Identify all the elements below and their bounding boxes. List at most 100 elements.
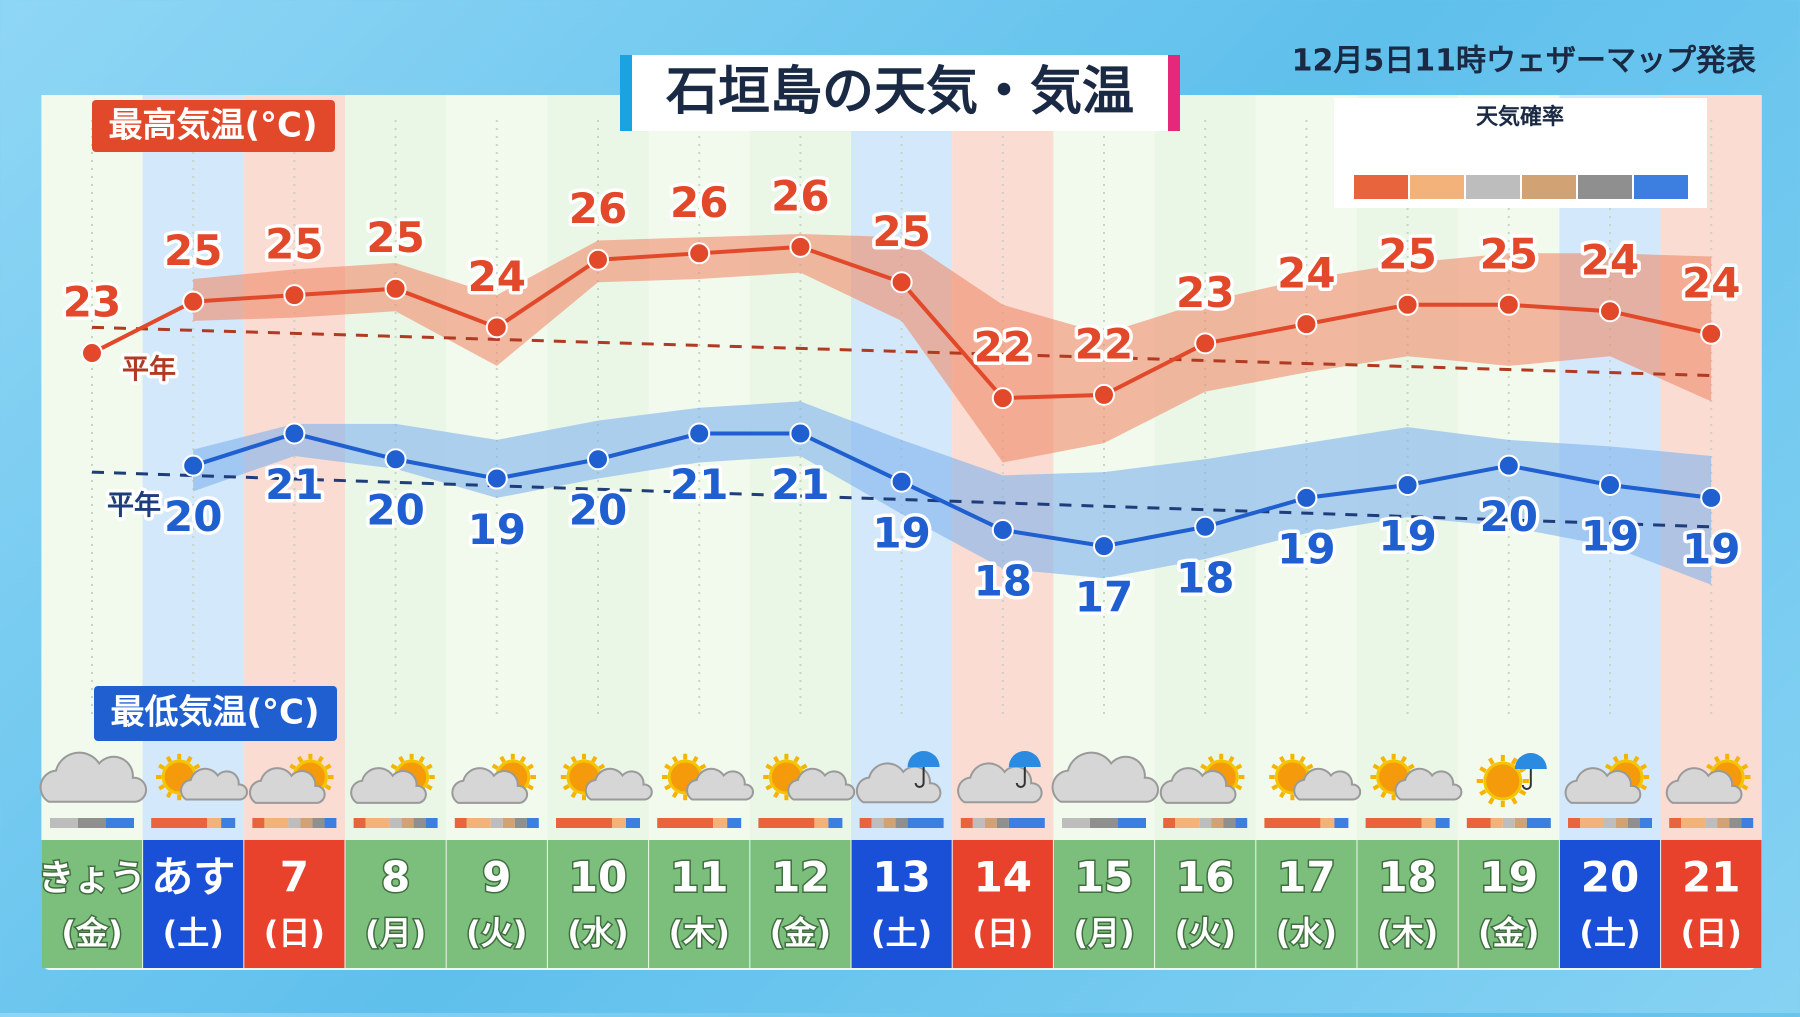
sun-ray <box>1479 789 1487 796</box>
prob-bar <box>556 818 612 828</box>
prob-bar <box>324 818 337 828</box>
prob-bar <box>221 818 236 828</box>
sun-ray <box>562 784 570 791</box>
prob-bar <box>490 818 503 828</box>
day-label: あす <box>151 853 235 902</box>
value-label: 23 <box>63 278 121 327</box>
sun-ray <box>1207 755 1215 763</box>
weekday-label: (金) <box>1478 914 1539 952</box>
temp-point <box>182 454 205 477</box>
sun-ray <box>1407 763 1415 770</box>
sun-ray <box>671 791 679 799</box>
sun-ray <box>1640 763 1648 770</box>
prob-bar <box>859 818 872 828</box>
cloud <box>350 767 427 804</box>
sun-ray <box>1372 784 1380 791</box>
prob-legend-title: 天気確率 <box>1476 104 1564 130</box>
cloud <box>1394 767 1463 801</box>
prob-bar <box>264 818 289 828</box>
temp-point <box>789 235 812 258</box>
umbrella-handle <box>914 767 925 788</box>
sun-ray <box>324 763 332 770</box>
prob-bar <box>814 818 829 828</box>
prob-bar <box>1616 818 1628 828</box>
value-label: 18 <box>1176 553 1234 602</box>
value-label: 25 <box>265 220 323 269</box>
cloud <box>249 767 326 804</box>
day-cell <box>1053 840 1155 968</box>
weekday-label: (水) <box>567 914 628 952</box>
value-label: 20 <box>366 486 424 535</box>
sun-ray <box>773 791 780 799</box>
day-cell <box>1357 840 1458 968</box>
value-label: 18 <box>974 557 1032 606</box>
sun-ray <box>562 763 570 770</box>
sun-ray <box>1633 755 1640 763</box>
cloud <box>787 767 856 801</box>
prob-bar <box>1705 818 1718 828</box>
value-label: 20 <box>569 486 627 535</box>
sun-ray <box>165 791 173 799</box>
value-label: 19 <box>1378 511 1436 560</box>
sun-ray <box>425 784 433 791</box>
sun-ray <box>1518 789 1527 796</box>
day-label: 16 <box>1176 853 1234 902</box>
sun-ray <box>527 763 534 770</box>
value-label: 26 <box>670 178 728 227</box>
temp-point <box>587 448 609 471</box>
sun-ray <box>398 755 405 763</box>
sun-ray <box>1488 757 1495 765</box>
weekday-label: (金) <box>61 914 122 952</box>
prob-bar <box>1490 818 1503 828</box>
prob-bar <box>984 818 997 828</box>
prob-bar <box>1514 818 1527 828</box>
sun-ray <box>519 755 527 763</box>
cloud <box>1159 767 1237 804</box>
prob-bar <box>1365 818 1422 828</box>
value-label: 17 <box>1075 573 1133 622</box>
value-label: 25 <box>366 213 424 262</box>
prob-bar <box>1062 818 1090 828</box>
prob-bar <box>1568 818 1580 828</box>
title-box <box>620 55 1180 131</box>
prob-bar <box>454 818 467 828</box>
range-band <box>193 401 1712 585</box>
value-label: 20 <box>1480 492 1538 541</box>
day-label: 11 <box>670 853 728 902</box>
sun-ray <box>1306 763 1314 770</box>
cloud <box>686 767 754 801</box>
weekday-label: (日) <box>1681 914 1742 952</box>
day-cell <box>244 840 345 968</box>
sun-ray <box>1380 791 1387 799</box>
temp-point <box>485 316 508 339</box>
day-cell <box>1661 840 1762 968</box>
value-label: 26 <box>771 171 829 220</box>
sun-ray <box>1734 755 1741 763</box>
cloud <box>1051 751 1159 803</box>
temp-point <box>384 277 407 300</box>
prob-bar <box>353 818 366 828</box>
prob-bar <box>252 818 265 828</box>
sun-ray <box>425 763 433 770</box>
prob-bar <box>727 818 742 828</box>
temp-point <box>283 284 306 307</box>
cloud <box>451 767 529 804</box>
value-label: 21 <box>771 460 829 509</box>
sun-ray <box>1479 766 1487 773</box>
value-label: 25 <box>1480 229 1538 278</box>
value-label: 24 <box>1682 258 1740 307</box>
day-label: 17 <box>1277 853 1335 902</box>
range-band <box>193 234 1712 463</box>
cloud <box>1665 767 1743 804</box>
value-label: 19 <box>1682 524 1740 573</box>
umbrella <box>1008 750 1041 767</box>
value-label: 24 <box>1277 249 1335 298</box>
low-label-box <box>94 686 337 741</box>
cloud <box>1293 767 1362 801</box>
sun-ray <box>598 763 606 770</box>
sun-ray <box>1612 755 1619 763</box>
prob-swatch <box>1410 175 1464 199</box>
temp-point <box>688 242 711 265</box>
issued: 12月5日11時ウェザーマップ発表 <box>1292 44 1756 79</box>
prob-bar <box>960 818 973 828</box>
